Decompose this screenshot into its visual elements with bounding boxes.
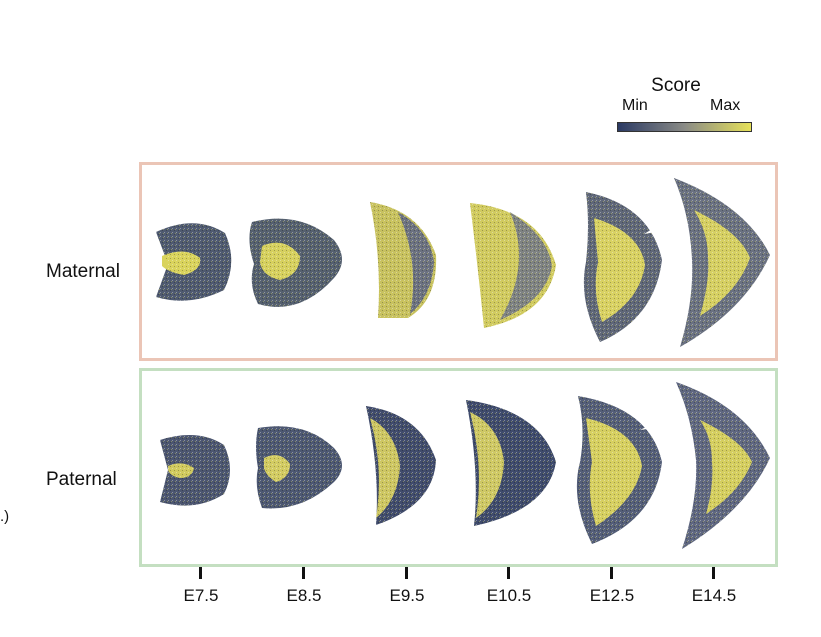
stage-tick-e7-5 — [199, 567, 202, 579]
paternal-panel — [139, 368, 778, 567]
stage-tick-e14-5 — [712, 567, 715, 579]
maternal-e9-5-section — [370, 202, 437, 318]
paternal-e10-5-section — [466, 400, 556, 526]
stage-tick-e10-5 — [507, 567, 510, 579]
row-label-paternal: Paternal — [46, 469, 117, 490]
stage-label-e10-5: E10.5 — [486, 586, 532, 605]
stage-tick-e8-5 — [302, 567, 305, 579]
stage-tick-e12-5 — [610, 567, 613, 579]
stage-label-e7-5: E7.5 — [183, 586, 219, 605]
row-label-maternal: Maternal — [46, 261, 120, 282]
stage-label-e9-5: E9.5 — [389, 586, 425, 605]
legend-min-label: Min — [622, 97, 648, 114]
stage-tick-e9-5 — [405, 567, 408, 579]
paternal-e14-5-section — [676, 382, 770, 549]
legend-title: Score — [651, 75, 701, 96]
maternal-e7-5-section — [156, 223, 232, 301]
paternal-e8-5-section — [256, 426, 342, 509]
stage-label-e8-5: E8.5 — [286, 586, 322, 605]
paternal-e7-5-section — [160, 435, 230, 506]
maternal-e14-5-section — [674, 178, 770, 347]
stage-label-e14-5: E14.5 — [691, 586, 737, 605]
maternal-e8-5-section — [249, 218, 342, 307]
maternal-e10-5-section — [470, 203, 556, 328]
paternal-e9-5-section — [366, 406, 436, 525]
maternal-panel — [139, 162, 778, 361]
stage-label-e12-5: E12.5 — [589, 586, 635, 605]
legend-colorbar — [617, 122, 752, 132]
legend-max-label: Max — [710, 97, 741, 114]
paternal-e12-5-section — [576, 396, 662, 544]
edge-text-fragment: .) — [0, 508, 10, 525]
maternal-e12-5-section — [583, 192, 662, 342]
